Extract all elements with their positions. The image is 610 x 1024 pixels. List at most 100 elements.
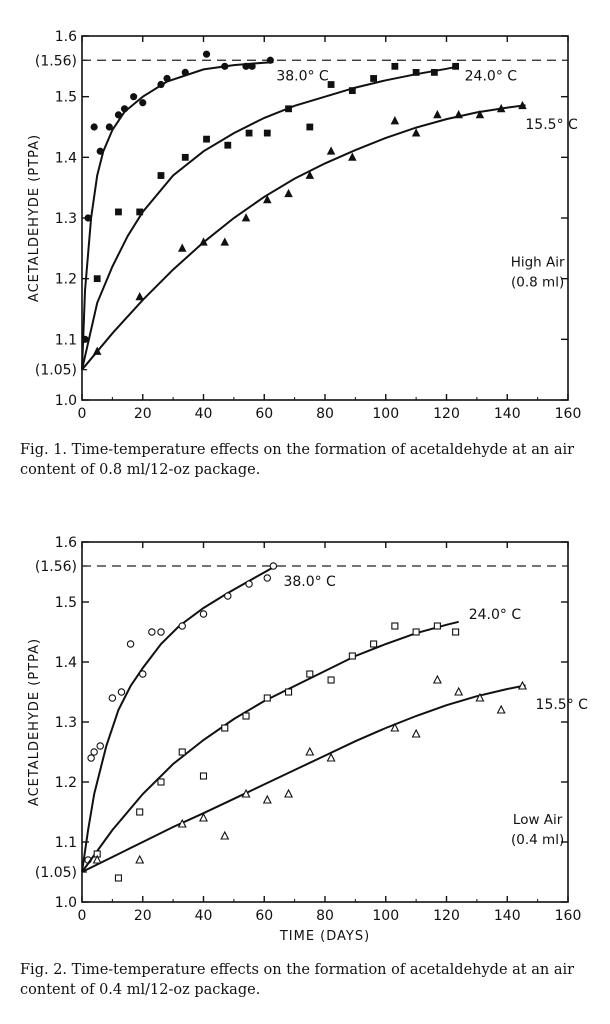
fig2-point-triangle — [496, 704, 506, 714]
fig1-point-circle — [139, 99, 147, 107]
fig2-point-square — [199, 772, 208, 780]
fig2-y-tick-label: 1.1 — [55, 835, 77, 851]
fig1-point-circle — [248, 62, 256, 70]
fig2-y-tick-label: 1.2 — [55, 775, 77, 791]
fig1-point-square — [203, 135, 210, 143]
fig1-point-square — [452, 62, 460, 70]
fig1-point-square — [157, 172, 165, 179]
fig1-point-square — [348, 87, 356, 94]
fig2-point-circle — [224, 592, 232, 600]
fig2-y-tick-label: 1.4 — [55, 655, 77, 671]
fig1-series-label-2: 24.0° C — [465, 68, 518, 84]
fig2-point-circle — [178, 622, 186, 630]
fig2-point-triangle — [517, 680, 527, 690]
fig2-y-extra-tick-label: (1.05) — [35, 865, 77, 881]
fig1-point-square — [181, 153, 189, 161]
fig2-point-square — [284, 688, 293, 696]
fig2-point-triangle — [220, 830, 230, 840]
fig1-x-tick-label: 140 — [494, 406, 521, 422]
fig2-point-circle — [263, 574, 272, 582]
fig1-x-tick-label: 160 — [555, 406, 582, 422]
fig1-point-circle — [120, 105, 129, 113]
fig1-x-tick-label: 40 — [195, 406, 213, 422]
fig1-series-label-3: 15.5° C — [525, 117, 578, 133]
fig2-point-triangle — [475, 692, 485, 702]
fig2-series-label-3: 15.5° C — [536, 697, 589, 713]
fig2-y-tick-label: 1.6 — [55, 535, 77, 551]
fig1-x-tick-label: 80 — [316, 406, 334, 422]
fig1-plot-frame — [81, 35, 569, 401]
fig2-point-circle — [269, 562, 278, 570]
fig2-point-triangle — [326, 752, 336, 762]
fig1-y-axis-title: ACETALDEHYDE (PTPA) — [27, 134, 42, 302]
fig2-point-square — [452, 628, 460, 636]
fig1-point-triangle — [411, 128, 421, 137]
figure-2-plot: 0 20 40 60 80 100 120 140 160 1.0 1.1 1.2 1.3 1.4 1.5 1… — [27, 535, 589, 944]
fig2-point-circle — [148, 628, 156, 636]
fig2-annotation-line1: Low Air — [513, 812, 563, 828]
figure-2-caption: Fig. 2. Time-temperature effects on the … — [20, 962, 575, 998]
fig1-point-circle — [242, 62, 250, 70]
fig1-point-triangle — [433, 109, 442, 119]
fig2-point-triangle — [92, 854, 102, 864]
fig2-point-triangle — [305, 746, 315, 756]
fig1-point-triangle — [518, 100, 527, 110]
fig2-point-circle — [87, 754, 95, 762]
fig2-point-square — [178, 748, 186, 756]
fig1-y-tick-label: 1.0 — [55, 393, 77, 409]
fig1-point-circle — [81, 335, 89, 343]
fig2-point-triangle — [135, 854, 145, 864]
fig1-point-circle — [266, 56, 274, 64]
fig2-x-tick-label: 160 — [555, 908, 582, 924]
fig2-point-square — [433, 622, 441, 630]
fig1-y-extra-tick-label: (1.56) — [35, 53, 77, 69]
fig2-series-label-1: 38.0° C — [283, 574, 336, 590]
fig1-point-triangle — [348, 152, 357, 161]
fig1-y-tick-label: 1.1 — [55, 332, 77, 348]
figure-1-caption: Fig. 1. Time-temperature effects on the … — [20, 442, 575, 478]
fig2-y-tick-label: 1.5 — [55, 595, 77, 611]
fig2-point-circle — [108, 694, 117, 702]
fig2-y-extra-tick-label: (1.56) — [35, 559, 77, 575]
fig2-point-triangle — [432, 674, 442, 684]
fig2-x-tick-label: 20 — [134, 908, 152, 924]
fig2-point-circle — [90, 748, 98, 756]
fig1-point-circle — [157, 80, 165, 89]
fig2-series-curve-2 — [81, 620, 459, 873]
fig1-point-circle — [202, 50, 211, 58]
fig1-x-tick-label: 20 — [134, 406, 152, 422]
fig2-plot-frame — [81, 541, 569, 903]
fig1-point-square — [306, 123, 314, 131]
fig1-x-tick-label: 0 — [78, 406, 87, 422]
fig1-point-square — [430, 69, 438, 76]
fig1-point-circle — [84, 214, 92, 222]
fig1-point-triangle — [92, 346, 102, 355]
fig1-point-circle — [90, 123, 98, 131]
figure-1-plot: 0 20 40 60 80 100 120 140 160 1.0 1.1 1.2 1.3 1.4 1.5 1… — [27, 29, 582, 422]
fig1-x-tick-label: 120 — [433, 406, 460, 422]
fig1-y-tick-label: 1.2 — [55, 272, 77, 288]
fig2-y-tick-label: 1.0 — [55, 895, 77, 911]
fig2-point-square — [348, 652, 356, 660]
fig2-point-square — [157, 778, 165, 786]
fig1-point-triangle — [305, 170, 315, 179]
fig1-point-square — [263, 129, 271, 137]
fig1-point-circle — [130, 93, 138, 101]
fig1-annotation-line2: (0.8 ml) — [511, 275, 564, 291]
fig2-point-triangle — [177, 818, 187, 828]
figure-1-chart: 0 20 40 60 80 100 120 140 160 1.0 1.1 1.2 1.3 1.4 1.5 1… — [0, 18, 610, 438]
fig1-point-square — [136, 208, 144, 216]
fig1-series-curve-3 — [81, 104, 526, 371]
fig1-y-tick-label: 1.6 — [55, 29, 77, 45]
fig1-point-triangle — [241, 213, 251, 222]
fig1-point-square — [327, 81, 335, 88]
fig2-point-square — [412, 628, 420, 636]
fig2-point-square — [306, 670, 314, 678]
fig2-x-tick-label: 0 — [78, 908, 87, 924]
fig2-point-triangle — [262, 794, 272, 804]
fig2-point-triangle — [241, 788, 251, 798]
fig1-point-triangle — [454, 109, 463, 119]
fig2-point-square — [391, 622, 399, 630]
fig1-point-square — [370, 75, 378, 82]
fig1-point-triangle — [326, 146, 336, 155]
